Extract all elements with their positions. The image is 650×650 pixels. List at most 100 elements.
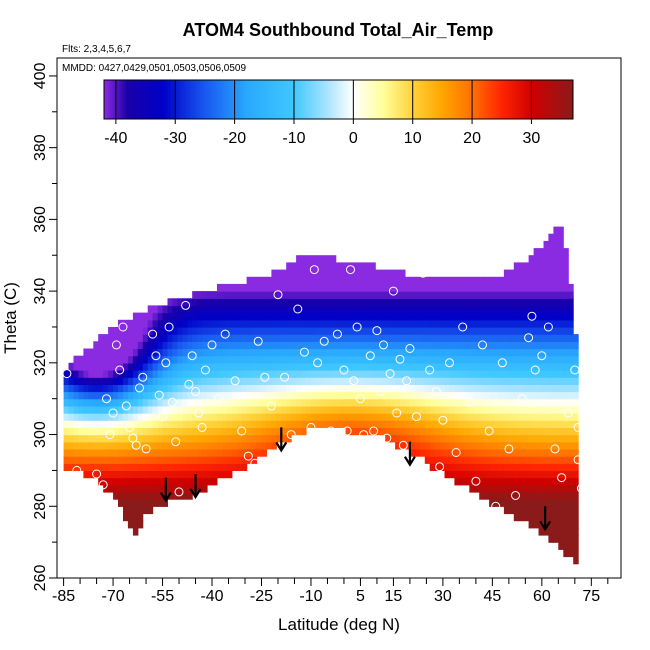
field-cell xyxy=(429,348,436,357)
field-cell xyxy=(528,334,535,342)
field-cell xyxy=(261,434,267,443)
field-cell xyxy=(226,434,233,443)
field-cell xyxy=(157,413,164,421)
field-cell xyxy=(123,456,129,464)
field-cell xyxy=(177,405,183,414)
observation-point xyxy=(253,336,263,346)
field-cell xyxy=(266,413,272,421)
field-cell xyxy=(78,441,84,450)
field-cell xyxy=(172,434,178,443)
field-cell xyxy=(113,377,119,385)
field-cell xyxy=(162,434,168,443)
field-cell xyxy=(177,384,183,393)
field-cell xyxy=(246,427,253,436)
descent-arrow xyxy=(539,506,552,532)
field-cell xyxy=(73,456,79,464)
observation-point xyxy=(530,365,540,375)
field-cell xyxy=(543,305,549,314)
field-cell xyxy=(484,484,490,493)
field-cell xyxy=(474,448,480,457)
field-cell xyxy=(340,269,347,278)
field-cell xyxy=(444,305,450,314)
field-cell xyxy=(538,255,544,263)
field-cell xyxy=(395,434,401,443)
field-cell xyxy=(568,305,574,314)
observation-point xyxy=(319,336,329,346)
field-cell xyxy=(276,269,282,278)
field-cell xyxy=(167,484,173,493)
field-cell xyxy=(444,463,450,471)
field-cell xyxy=(523,348,530,357)
field-cell xyxy=(390,298,396,307)
field-cell xyxy=(573,556,579,565)
field-cell xyxy=(533,334,540,342)
field-cell xyxy=(429,398,436,407)
field-cell xyxy=(454,377,460,385)
field-cell xyxy=(558,499,564,507)
observation-point xyxy=(260,372,270,382)
field-cell xyxy=(380,370,386,378)
field-cell xyxy=(137,427,144,436)
field-cell xyxy=(494,405,500,414)
field-cell xyxy=(513,463,520,471)
field-cell xyxy=(528,355,535,364)
field-cell xyxy=(385,355,391,364)
field-cell xyxy=(311,405,317,414)
field-cell xyxy=(449,434,455,443)
field-cell xyxy=(221,427,228,436)
field-cell xyxy=(197,334,203,342)
field-cell xyxy=(385,305,391,314)
field-cell xyxy=(217,470,223,479)
field-cell xyxy=(429,319,436,328)
field-cell xyxy=(499,477,505,486)
observation-point xyxy=(349,376,359,386)
field-cell xyxy=(375,420,381,428)
field-cell xyxy=(202,312,208,321)
field-cell xyxy=(187,441,193,450)
field-cell xyxy=(464,341,470,350)
field-cell xyxy=(256,312,262,321)
field-cell xyxy=(226,391,233,400)
field-cell xyxy=(444,334,450,342)
field-cell xyxy=(434,305,441,314)
field-cell xyxy=(548,456,554,464)
field-cell xyxy=(523,298,530,307)
y-tick-label: 340 xyxy=(32,278,49,305)
field-cell xyxy=(246,291,253,299)
field-cell xyxy=(251,327,258,335)
field-cell xyxy=(103,484,109,493)
field-cell xyxy=(330,370,337,378)
field-cell xyxy=(296,319,302,328)
field-cell xyxy=(330,405,337,414)
field-cell xyxy=(375,362,381,371)
field-cell xyxy=(464,334,470,342)
field-cell xyxy=(494,420,500,428)
field-cell xyxy=(558,391,564,400)
field-cell xyxy=(286,405,292,414)
plot-frame xyxy=(56,57,622,579)
field-cell xyxy=(439,456,446,464)
field-cell xyxy=(345,405,352,414)
field-cell xyxy=(370,312,376,321)
field-cell xyxy=(187,327,193,335)
field-cell xyxy=(177,341,183,350)
field-cell xyxy=(548,413,554,421)
field-cell xyxy=(281,283,287,292)
field-cell xyxy=(286,391,292,400)
field-cell xyxy=(202,413,208,421)
field-cell xyxy=(187,334,193,342)
field-cell xyxy=(474,384,480,393)
field-cell xyxy=(400,319,406,328)
field-cell xyxy=(494,312,500,321)
field-cell xyxy=(221,291,228,299)
field-cell xyxy=(113,463,119,471)
field-cell xyxy=(167,456,173,464)
field-cell xyxy=(494,448,500,457)
field-cell xyxy=(355,384,361,393)
field-cell xyxy=(494,341,500,350)
field-cell xyxy=(469,448,475,457)
field-cell xyxy=(315,312,322,321)
field-cell xyxy=(340,384,347,393)
field-cell xyxy=(73,355,79,364)
field-cell xyxy=(152,348,159,357)
